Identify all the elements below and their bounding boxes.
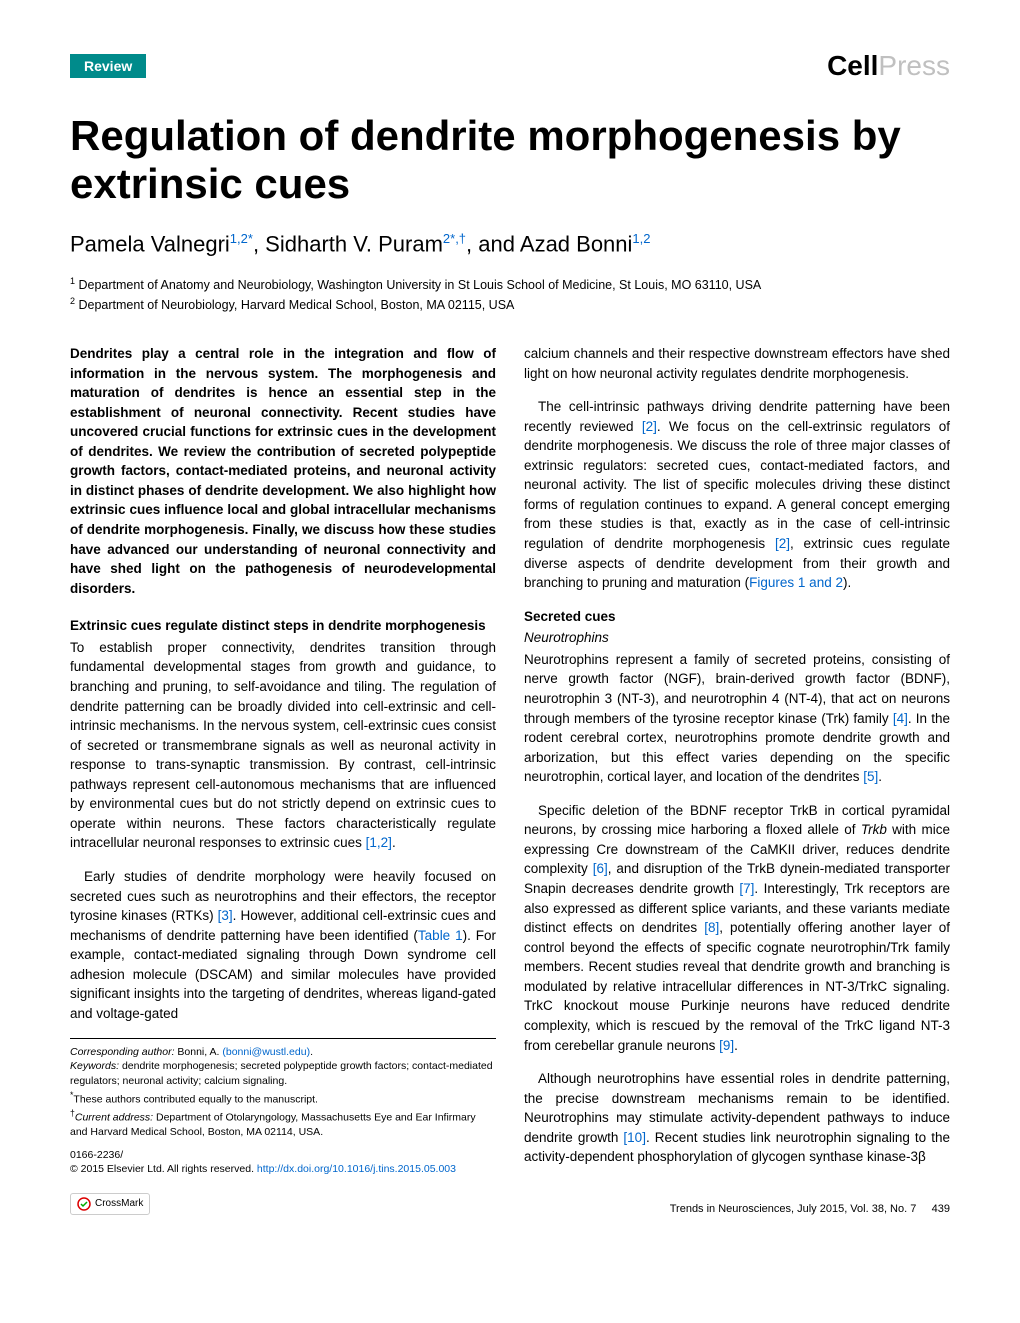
cite-1-2[interactable]: [1,2] — [366, 835, 392, 850]
section-2-heading: Secreted cues — [524, 607, 950, 627]
footnotes: Corresponding author: Bonni, A. (bonni@w… — [70, 1038, 496, 1178]
cite-10[interactable]: [10] — [623, 1130, 646, 1145]
cite-6[interactable]: [6] — [593, 861, 608, 876]
corresponding-label: Corresponding author: — [70, 1046, 174, 1058]
cite-3[interactable]: [3] — [218, 908, 233, 923]
col2-p1: calcium channels and their respective do… — [524, 344, 950, 383]
s2p2-ital: Trkb — [861, 822, 887, 837]
keywords-label: Keywords: — [70, 1060, 119, 1072]
abstract: Dendrites play a central role in the int… — [70, 344, 496, 598]
table-1-link[interactable]: Table 1 — [418, 928, 463, 943]
s2-p3: Although neurotrophins have essential ro… — [524, 1069, 950, 1167]
cite-2a[interactable]: [2] — [642, 419, 657, 434]
two-column-body: Dendrites play a central role in the int… — [70, 344, 950, 1181]
cite-5[interactable]: [5] — [863, 769, 878, 784]
s1-p1-text: To establish proper connectivity, dendri… — [70, 640, 496, 851]
affiliation-2-text: Department of Neurobiology, Harvard Medi… — [79, 299, 515, 313]
affiliation-2: 2 Department of Neurobiology, Harvard Me… — [70, 295, 950, 316]
header-row: Review CellPress — [70, 50, 950, 82]
issn-line: 0166-2236/ — [70, 1148, 496, 1163]
section-2-sub: Neurotrophins — [524, 628, 950, 648]
section-1-p2: Early studies of dendrite morphology wer… — [70, 867, 496, 1024]
cite-4[interactable]: [4] — [893, 711, 908, 726]
cite-9[interactable]: [9] — [719, 1038, 734, 1053]
corresponding-email[interactable]: (bonni@wustl.edu) — [222, 1046, 310, 1058]
author-1: Pamela Valnegri — [70, 231, 230, 256]
affiliation-1: 1 Department of Anatomy and Neurobiology… — [70, 275, 950, 296]
left-column: Dendrites play a central role in the int… — [70, 344, 496, 1181]
figures-link[interactable]: Figures 1 and 2 — [749, 575, 843, 590]
article-title: Regulation of dendrite morphogenesis by … — [70, 112, 950, 209]
footer-right: Trends in Neurosciences, July 2015, Vol.… — [670, 1203, 950, 1215]
logo-press: Press — [878, 50, 950, 81]
keywords-text: dendrite morphogenesis; secreted polypep… — [70, 1060, 493, 1087]
right-column: calcium channels and their respective do… — [524, 344, 950, 1181]
section-1-heading: Extrinsic cues regulate distinct steps i… — [70, 616, 496, 636]
corresponding-name: Bonni, A. — [174, 1046, 222, 1058]
cite-7[interactable]: [7] — [739, 881, 754, 896]
corresponding-end: . — [310, 1046, 313, 1058]
s2p1c: . — [878, 769, 882, 784]
author-1-sup: 1,2* — [230, 231, 253, 246]
sep: , — [253, 231, 265, 256]
s2p1a: Neurotrophins represent a family of secr… — [524, 652, 950, 726]
cellpress-logo: CellPress — [827, 50, 950, 82]
journal-info: Trends in Neurosciences, July 2015, Vol.… — [670, 1203, 917, 1215]
s2-p1: Neurotrophins represent a family of secr… — [524, 650, 950, 787]
sep: , and — [466, 231, 520, 256]
crossmark-icon — [77, 1197, 91, 1211]
equal-text: These authors contributed equally to the… — [73, 1093, 318, 1105]
c2p2d: ). — [843, 575, 851, 590]
page-container: Review CellPress Regulation of dendrite … — [0, 0, 1020, 1245]
authors-line: Pamela Valnegri1,2*, Sidharth V. Puram2*… — [70, 231, 950, 257]
corresponding-author: Corresponding author: Bonni, A. (bonni@w… — [70, 1045, 496, 1060]
copyright-line: © 2015 Elsevier Ltd. All rights reserved… — [70, 1162, 496, 1177]
author-2-sup: 2*,† — [443, 231, 466, 246]
col2-p2: The cell-intrinsic pathways driving dend… — [524, 397, 950, 593]
s2-p2: Specific deletion of the BDNF receptor T… — [524, 801, 950, 1055]
affiliation-1-text: Department of Anatomy and Neurobiology, … — [79, 278, 762, 292]
author-2: Sidharth V. Puram — [265, 231, 443, 256]
cite-2b[interactable]: [2] — [775, 536, 790, 551]
doi-link[interactable]: http://dx.doi.org/10.1016/j.tins.2015.05… — [257, 1163, 456, 1175]
keywords-line: Keywords: dendrite morphogenesis; secret… — [70, 1059, 496, 1088]
s1-p1-end: . — [392, 835, 396, 850]
cite-8[interactable]: [8] — [704, 920, 719, 935]
logo-cell: Cell — [827, 50, 878, 81]
c2p2b: . We focus on the cell-extrinsic regulat… — [524, 419, 950, 551]
affiliations: 1 Department of Anatomy and Neurobiology… — [70, 275, 950, 316]
section-1-p1: To establish proper connectivity, dendri… — [70, 638, 496, 853]
review-badge: Review — [70, 54, 146, 78]
s2p2f: . — [734, 1038, 738, 1053]
author-3: Azad Bonni — [520, 231, 633, 256]
current-address: †Current address: Department of Otolaryn… — [70, 1107, 496, 1140]
author-3-sup: 1,2 — [632, 231, 650, 246]
equal-contrib: *These authors contributed equally to th… — [70, 1089, 496, 1107]
crossmark-label: CrossMark — [95, 1198, 143, 1209]
page-number: 439 — [932, 1203, 950, 1215]
crossmark-badge[interactable]: CrossMark — [70, 1193, 150, 1215]
copyright-text: © 2015 Elsevier Ltd. All rights reserved… — [70, 1163, 257, 1175]
s2p2e: , potentially offering another layer of … — [524, 920, 950, 1052]
current-label: Current address: — [75, 1111, 153, 1123]
page-footer: CrossMark Trends in Neurosciences, July … — [70, 1193, 950, 1215]
